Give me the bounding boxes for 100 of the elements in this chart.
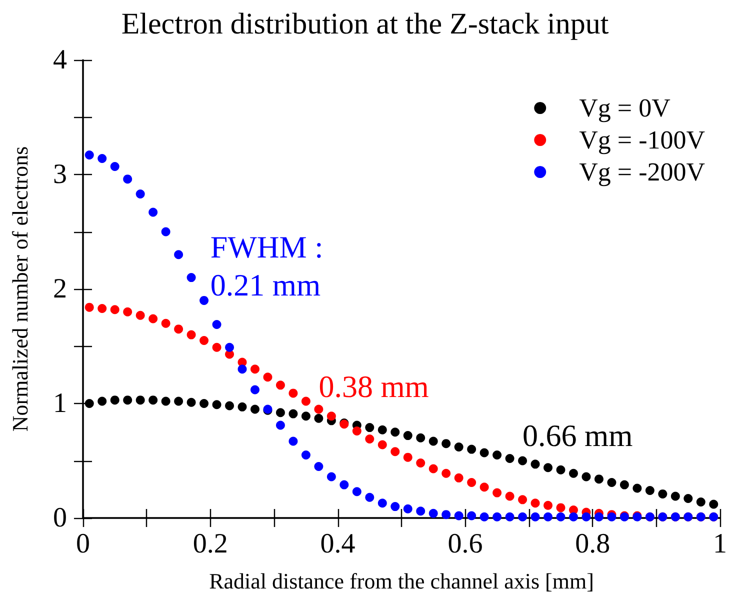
- point: [428, 508, 438, 518]
- y-tick-label: 0: [53, 502, 67, 534]
- point: [594, 512, 604, 522]
- point: [200, 336, 209, 346]
- point: [556, 503, 566, 512]
- point: [492, 512, 502, 522]
- point: [607, 478, 616, 487]
- point: [250, 404, 260, 414]
- point: [212, 342, 222, 352]
- y-tick-label: 4: [53, 44, 67, 76]
- point: [684, 494, 693, 504]
- point: [225, 342, 234, 352]
- point: [136, 189, 145, 198]
- point: [518, 495, 528, 504]
- point: [390, 447, 400, 456]
- point: [416, 433, 426, 442]
- point: [352, 487, 362, 496]
- point: [658, 489, 668, 498]
- point: [200, 399, 209, 408]
- point: [98, 304, 107, 313]
- point: [505, 492, 514, 501]
- point: [428, 436, 438, 446]
- point: [696, 497, 706, 506]
- legend-label: Vg = 0V: [579, 94, 671, 122]
- point: [301, 396, 310, 406]
- annotation: FWHM : 0.21 mm: [210, 230, 324, 303]
- point: [225, 401, 234, 410]
- point: [569, 468, 578, 478]
- point: [365, 434, 374, 444]
- y-tick-label: 1: [53, 388, 67, 419]
- point: [544, 512, 553, 522]
- point: [454, 473, 464, 482]
- x-tick-label: 0.2: [192, 528, 228, 560]
- point: [428, 464, 438, 474]
- point: [136, 396, 145, 405]
- x-tick-label: 0: [76, 528, 90, 560]
- point: [148, 208, 158, 217]
- legend-label: Vg = -200V: [579, 158, 706, 186]
- point: [442, 439, 451, 448]
- point: [442, 510, 451, 520]
- point: [556, 512, 566, 522]
- point: [467, 478, 476, 487]
- y-tick-label: 2: [53, 274, 67, 304]
- point: [709, 500, 718, 509]
- point: [518, 456, 528, 466]
- x-tick-label: 0.8: [575, 528, 610, 560]
- point: [518, 512, 528, 522]
- point: [480, 482, 489, 492]
- point: [326, 412, 336, 421]
- point: [365, 492, 374, 502]
- point: [314, 414, 324, 423]
- point: [582, 512, 591, 522]
- point: [454, 442, 464, 452]
- x-tick-label: 0.6: [448, 528, 483, 560]
- point: [250, 385, 260, 394]
- chart-title: Electron distribution at the Z-stack input: [121, 8, 610, 40]
- point: [161, 318, 170, 328]
- point: [136, 310, 145, 320]
- point: [544, 500, 553, 510]
- point: [288, 409, 298, 418]
- point: [442, 468, 451, 478]
- point: [161, 396, 170, 406]
- point: [403, 504, 412, 514]
- point: [467, 444, 476, 454]
- point: [301, 412, 310, 421]
- point: [454, 511, 464, 520]
- point: [212, 400, 222, 410]
- x-axis-title: Radial distance from the channel axis [mm]: [209, 568, 594, 594]
- point: [250, 364, 260, 374]
- point: [530, 498, 540, 508]
- point: [467, 511, 476, 520]
- point: [288, 388, 298, 398]
- point: [352, 426, 362, 436]
- point: [314, 404, 324, 414]
- point: [123, 307, 132, 316]
- point: [365, 423, 374, 432]
- point: [123, 174, 132, 184]
- point: [378, 425, 387, 434]
- point: [174, 324, 184, 334]
- legend-label: Vg = -100V: [579, 126, 706, 154]
- point: [340, 480, 349, 490]
- point: [645, 486, 654, 496]
- point: [98, 154, 107, 163]
- point: [403, 431, 412, 440]
- point: [98, 396, 107, 406]
- point: [186, 398, 196, 407]
- point: [238, 364, 247, 374]
- point: [174, 250, 184, 260]
- point: [582, 472, 591, 482]
- point: [186, 330, 196, 340]
- point: [84, 150, 94, 160]
- point: [186, 273, 196, 282]
- point: [212, 320, 222, 329]
- point: [123, 396, 132, 405]
- point: [569, 512, 578, 522]
- point: [670, 492, 680, 501]
- point: [530, 512, 540, 522]
- point: [505, 454, 514, 463]
- point: [505, 512, 514, 522]
- x-tick-label: 0.4: [320, 528, 356, 560]
